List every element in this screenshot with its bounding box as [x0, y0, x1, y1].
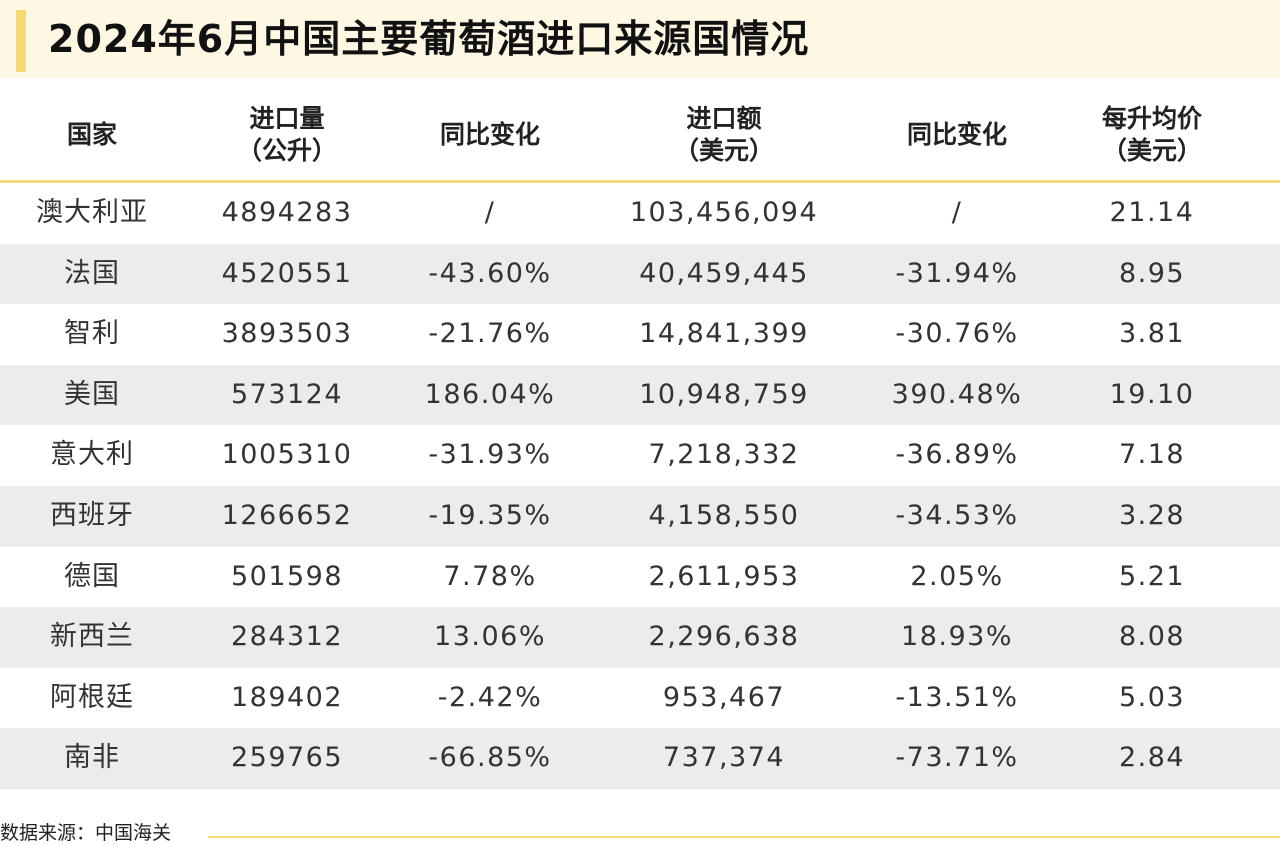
page-title: 2024年6月中国主要葡萄酒进口来源国情况	[48, 17, 810, 61]
column-header-4: 同比变化	[907, 90, 1007, 180]
table-header-row: 国家 进口量 （公升） 同比变化 进口额 （美元） 同比变化 每升均价 （美元）	[0, 90, 1280, 183]
table-cell-col-1: 501598	[230, 560, 344, 592]
column-header-2: 同比变化	[440, 90, 540, 180]
table-cell-col-0: 阿根廷	[50, 681, 134, 713]
table-cell-col-2: -21.76%	[428, 318, 552, 350]
table-cell-col-0: 法国	[64, 257, 120, 289]
table-cell-col-4: -30.76%	[895, 318, 1019, 350]
table-cell-col-2: /	[484, 197, 496, 228]
table-cell-col-5: 8.95	[1118, 257, 1186, 289]
table-cell-col-3: 10,948,759	[639, 378, 809, 410]
table-cell-col-1: 1005310	[221, 439, 353, 471]
table-cell-col-0: 新西兰	[50, 621, 134, 653]
table-cell-col-4: 2.05%	[910, 560, 1004, 592]
table-cell-col-4: -13.51%	[895, 681, 1019, 713]
table-cell-col-3: 2,296,638	[648, 621, 800, 653]
table-cell-col-1: 573124	[230, 378, 344, 410]
table-cell-col-1: 4520551	[221, 257, 353, 289]
table-cell-col-1: 3893503	[221, 318, 353, 350]
table-cell-col-0: 西班牙	[50, 499, 134, 531]
table-cell-col-2: -43.60%	[428, 257, 552, 289]
table-cell-col-0: 澳大利亚	[36, 197, 148, 228]
table-cell-col-2: -2.42%	[437, 681, 543, 713]
table-cell-col-4: /	[951, 197, 963, 228]
table-cell-col-1: 284312	[230, 621, 344, 653]
column-header-line2: （美元）	[673, 136, 775, 165]
column-header-3: 进口额 （美元）	[674, 90, 774, 180]
column-header-line2: （美元）	[1101, 136, 1203, 165]
table-row: 澳大利亚 4894283 / 103,456,094 / 21.14	[0, 183, 1280, 244]
table-row: 意大利 1005310 -31.93% 7,218,332 -36.89% 7.18	[0, 425, 1280, 486]
table-cell-col-4: 18.93%	[901, 621, 1013, 653]
title-accent-bar	[16, 10, 26, 72]
table-cell-col-5: 5.03	[1118, 681, 1186, 713]
table-cell-col-3: 4,158,550	[648, 499, 800, 531]
table-cell-col-0: 德国	[64, 560, 120, 592]
footer-divider	[208, 836, 1280, 838]
table-cell-col-3: 737,374	[662, 742, 786, 774]
title-bar: 2024年6月中国主要葡萄酒进口来源国情况	[0, 0, 1280, 78]
table-cell-col-0: 意大利	[50, 439, 134, 471]
table-row: 南非 259765 -66.85% 737,374 -73.71% 2.84	[0, 728, 1280, 789]
column-header-line2: （公升）	[236, 136, 338, 165]
column-header-line1: 每升均价	[1101, 104, 1203, 133]
table-cell-col-3: 953,467	[662, 681, 786, 713]
column-header-line1: 进口量	[249, 104, 325, 133]
table-cell-col-2: 7.78%	[443, 560, 537, 592]
wine-import-table: 国家 进口量 （公升） 同比变化 进口额 （美元） 同比变化 每升均价 （美元） 澳大利亚 489…	[0, 90, 1280, 789]
table-cell-col-1: 189402	[230, 681, 344, 713]
table-cell-col-2: -31.93%	[428, 439, 552, 471]
table-cell-col-3: 103,456,094	[629, 197, 819, 228]
table-cell-col-3: 40,459,445	[639, 257, 809, 289]
column-header-line1: 同比变化	[439, 120, 541, 149]
column-header-0: 国家	[67, 90, 117, 180]
table-cell-col-5: 3.28	[1118, 499, 1186, 531]
table-cell-col-3: 2,611,953	[648, 560, 800, 592]
table-cell-col-4: -34.53%	[895, 499, 1019, 531]
column-header-line1: 国家	[66, 120, 118, 149]
table-cell-col-0: 智利	[64, 318, 120, 350]
table-cell-col-5: 3.81	[1118, 318, 1186, 350]
column-header-line1: 同比变化	[906, 120, 1008, 149]
table-cell-col-5: 5.21	[1118, 560, 1186, 592]
table-cell-col-4: -36.89%	[895, 439, 1019, 471]
table-cell-col-4: 390.48%	[891, 378, 1023, 410]
table-row: 德国 501598 7.78% 2,611,953 2.05% 5.21	[0, 547, 1280, 608]
table-cell-col-4: -31.94%	[895, 257, 1019, 289]
table-cell-col-5: 2.84	[1118, 742, 1186, 774]
table-cell-col-2: 186.04%	[424, 378, 556, 410]
table-row: 智利 3893503 -21.76% 14,841,399 -30.76% 3.81	[0, 304, 1280, 365]
table-cell-col-3: 7,218,332	[648, 439, 800, 471]
data-source-note: 数据来源：中国海关	[0, 822, 172, 844]
table-row: 美国 573124 186.04% 10,948,759 390.48% 19.10	[0, 364, 1280, 426]
table-row: 法国 4520551 -43.60% 40,459,445 -31.94% 8.95	[0, 243, 1280, 305]
table-cell-col-0: 美国	[64, 378, 120, 410]
table-row: 阿根廷 189402 -2.42% 953,467 -13.51% 5.03	[0, 668, 1280, 729]
column-header-1: 进口量 （公升）	[237, 90, 337, 180]
table-cell-col-5: 7.18	[1118, 439, 1186, 471]
column-header-5: 每升均价 （美元）	[1102, 90, 1202, 180]
table-row: 新西兰 284312 13.06% 2,296,638 18.93% 8.08	[0, 607, 1280, 668]
table-cell-col-2: -19.35%	[428, 499, 552, 531]
column-header-line1: 进口额	[686, 104, 762, 133]
table-cell-col-5: 19.10	[1109, 378, 1195, 410]
table-row: 西班牙 1266652 -19.35% 4,158,550 -34.53% 3.28	[0, 485, 1280, 547]
table-cell-col-5: 21.14	[1109, 197, 1195, 228]
table-cell-col-3: 14,841,399	[639, 318, 809, 350]
table-cell-col-5: 8.08	[1118, 621, 1186, 653]
table-cell-col-0: 南非	[64, 742, 120, 774]
table-cell-col-2: 13.06%	[434, 621, 546, 653]
table-cell-col-1: 1266652	[221, 499, 353, 531]
table-cell-col-1: 4894283	[221, 197, 353, 228]
table-cell-col-1: 259765	[230, 742, 344, 774]
table-cell-col-2: -66.85%	[428, 742, 552, 774]
table-cell-col-4: -73.71%	[895, 742, 1019, 774]
table-body: 澳大利亚 4894283 / 103,456,094 / 21.14 法国 4520551 -4…	[0, 183, 1280, 789]
